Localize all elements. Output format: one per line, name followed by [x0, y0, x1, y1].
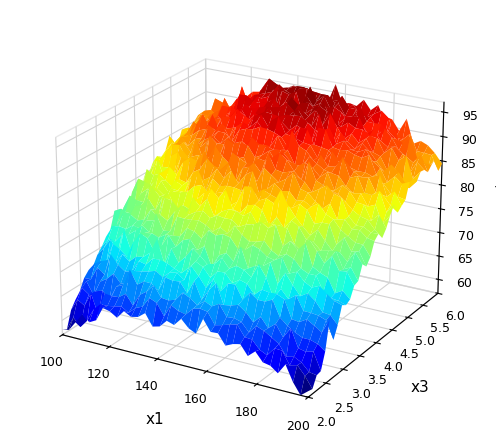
Y-axis label: x3: x3	[411, 380, 430, 395]
X-axis label: x1: x1	[146, 412, 164, 427]
